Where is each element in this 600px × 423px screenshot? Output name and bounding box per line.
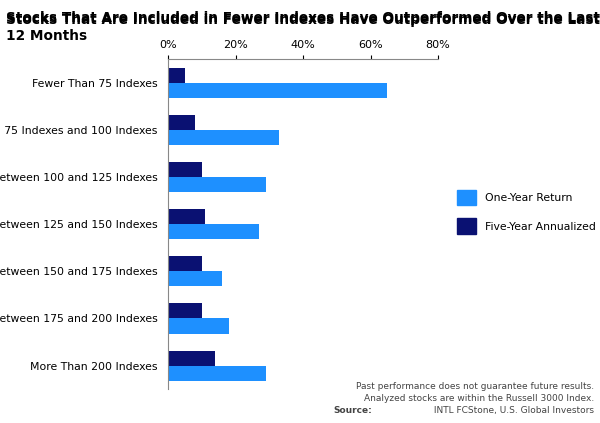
Legend: One-Year Return, Five-Year Annualized Return: One-Year Return, Five-Year Annualized Re… bbox=[457, 190, 600, 233]
Bar bbox=[168, 224, 259, 239]
Bar bbox=[168, 209, 205, 224]
Text: Analyzed stocks are within the Russell 3000 Index.: Analyzed stocks are within the Russell 3… bbox=[364, 394, 594, 403]
Bar bbox=[168, 130, 280, 145]
Bar bbox=[168, 319, 229, 334]
Bar bbox=[168, 162, 202, 177]
Bar bbox=[168, 351, 215, 365]
Bar bbox=[168, 365, 266, 381]
Text: Stocks That Are Included in Fewer Indexes Have Outperformed Over the Last 12 Mon: Stocks That Are Included in Fewer Indexe… bbox=[6, 13, 600, 43]
Text: INTL FCStone, U.S. Global Investors: INTL FCStone, U.S. Global Investors bbox=[431, 406, 594, 415]
Bar bbox=[168, 115, 195, 130]
Bar bbox=[168, 83, 388, 98]
Bar bbox=[168, 271, 222, 286]
Text: Stocks That Are Included in Fewer Indexes Have Outperformed Over the Last 12 Mon: Stocks That Are Included in Fewer Indexe… bbox=[6, 11, 600, 25]
Text: Past performance does not guarantee future results.: Past performance does not guarantee futu… bbox=[356, 382, 594, 391]
Bar bbox=[168, 256, 202, 271]
Bar bbox=[168, 177, 266, 192]
Bar bbox=[168, 303, 202, 319]
Bar bbox=[168, 68, 185, 83]
Text: Source:: Source: bbox=[333, 406, 372, 415]
